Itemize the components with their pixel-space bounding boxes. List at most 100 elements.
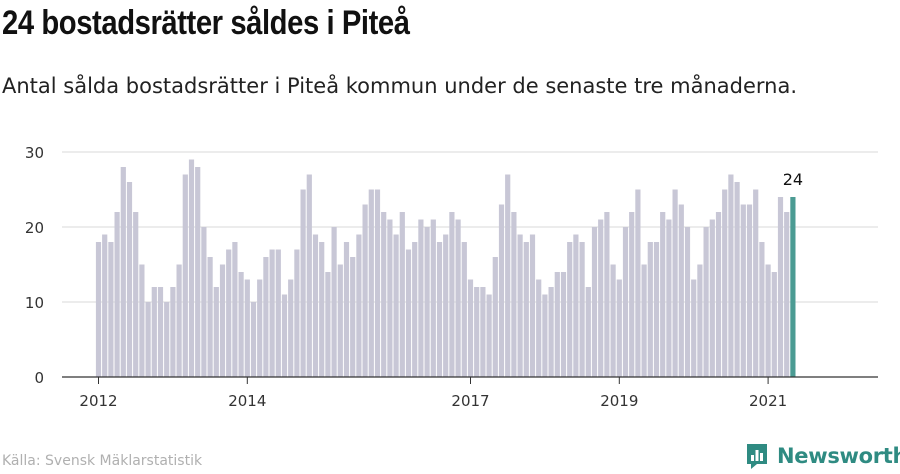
bar (133, 212, 139, 377)
bar (145, 302, 151, 377)
bar (709, 219, 715, 377)
bar (281, 294, 288, 377)
bar (319, 242, 325, 377)
bar (176, 264, 182, 377)
bar (182, 174, 188, 377)
bar (672, 189, 678, 377)
bar (306, 174, 312, 377)
bar (257, 279, 263, 377)
bar (647, 242, 653, 377)
bar (405, 249, 412, 377)
bar (356, 234, 362, 377)
bar (715, 212, 722, 377)
bar (548, 287, 554, 377)
bar (387, 219, 393, 377)
bar (691, 279, 697, 377)
bar (703, 227, 709, 377)
y-tick-label: 10 (25, 294, 44, 312)
bar (567, 242, 573, 377)
bar (573, 234, 579, 377)
bar (430, 219, 436, 377)
bars (95, 159, 796, 377)
highlight-value-label: 24 (783, 170, 803, 189)
bar (753, 189, 759, 377)
bar (585, 287, 591, 377)
bar (170, 287, 176, 377)
bar (480, 287, 486, 377)
bar (474, 287, 480, 377)
bar (294, 249, 300, 377)
bar (653, 242, 660, 377)
bar (188, 159, 195, 377)
bar (337, 264, 343, 377)
bar (374, 189, 381, 377)
bar (784, 212, 790, 377)
bar (622, 227, 629, 377)
newsworthy-logo-text: Newsworthy (777, 444, 900, 468)
newsworthy-logo[interactable]: Newsworthy (745, 440, 900, 472)
bar (381, 212, 387, 377)
bar (226, 249, 232, 377)
bar (678, 204, 684, 377)
bar (759, 242, 765, 377)
bar (777, 197, 784, 377)
bar (529, 234, 536, 377)
y-axis-labels: 0 10 20 30 (25, 144, 44, 387)
bar (213, 287, 219, 377)
bar (250, 302, 257, 377)
bar (666, 219, 672, 377)
bar (629, 212, 635, 377)
bar (424, 227, 430, 377)
bar (746, 204, 753, 377)
bar (684, 227, 691, 377)
chart-title: 24 bostadsrätter såldes i Piteå (2, 4, 410, 42)
bar (455, 219, 461, 377)
newsworthy-logo-icon (747, 444, 767, 469)
bar (517, 234, 523, 377)
bar (300, 189, 306, 377)
bar (542, 294, 548, 377)
bar (95, 242, 102, 377)
annotations: 24 (783, 170, 803, 189)
bar (412, 242, 418, 377)
bar (164, 302, 170, 377)
bar (660, 212, 666, 377)
bar (734, 182, 740, 377)
x-tick-label: 2012 (79, 392, 117, 410)
bar (505, 174, 511, 377)
bar-chart: 0 10 20 30 2012 2014 2017 2019 2021 24 (25, 144, 878, 410)
bar (343, 242, 350, 377)
bar (697, 264, 703, 377)
y-tick-label: 0 (34, 369, 44, 387)
bar (350, 257, 356, 377)
bar (591, 227, 598, 377)
bar (418, 219, 424, 377)
bar (102, 234, 108, 377)
bar (554, 272, 560, 377)
bar (511, 212, 517, 377)
bar (114, 212, 120, 377)
bar (157, 287, 164, 377)
bar (467, 279, 474, 377)
x-tick-label: 2021 (749, 392, 787, 410)
bar (436, 242, 443, 377)
bar (523, 242, 529, 377)
bar (771, 272, 777, 377)
bar (151, 287, 157, 377)
bar (598, 219, 604, 377)
bar (498, 204, 505, 377)
bar (492, 257, 498, 377)
bar (722, 189, 728, 377)
bar (331, 227, 337, 377)
x-tick-label: 2019 (600, 392, 638, 410)
bar (362, 204, 368, 377)
bar (486, 294, 492, 377)
bar (269, 249, 275, 377)
bar (201, 227, 207, 377)
bar (368, 189, 374, 377)
bar (207, 257, 213, 377)
bar (288, 279, 294, 377)
x-axis: 2012 2014 2017 2019 2021 (62, 376, 878, 410)
bar-highlight (790, 197, 796, 377)
bar (108, 242, 114, 377)
